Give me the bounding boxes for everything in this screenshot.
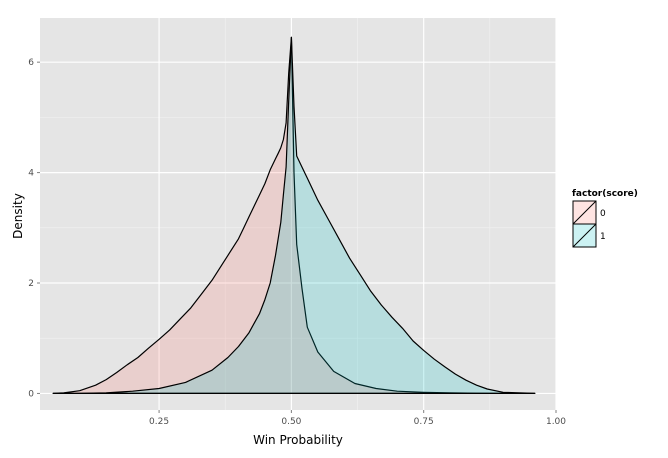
x-tick-label: 0.50 <box>281 417 301 427</box>
x-axis-title: Win Probability <box>253 433 343 447</box>
x-tick-label: 1.00 <box>546 417 566 427</box>
legend-key-slash-0 <box>572 200 597 225</box>
y-tick-label: 0 <box>28 389 34 399</box>
legend-label-1: 1 <box>600 232 606 242</box>
y-axis-title: Density <box>11 193 25 239</box>
legend-label-0: 0 <box>600 209 606 219</box>
y-tick-label: 4 <box>28 169 34 179</box>
legend-title: factor(score) <box>572 189 638 199</box>
series-layer <box>52 36 536 394</box>
tick-layer: 0.25 0.50 0.75 1.00 0 2 4 6 <box>28 58 566 427</box>
y-tick-label: 2 <box>28 279 34 289</box>
density-area-1 <box>52 36 536 394</box>
y-tick-label: 6 <box>28 58 34 68</box>
legend-keys: 01 <box>572 200 606 248</box>
legend: factor(score) 01 <box>572 189 638 248</box>
legend-key-slash-1 <box>572 223 597 248</box>
x-tick-label: 0.25 <box>149 417 169 427</box>
density-area-0 <box>52 36 536 394</box>
plot-panel <box>40 18 556 410</box>
x-tick-label: 0.75 <box>414 417 434 427</box>
